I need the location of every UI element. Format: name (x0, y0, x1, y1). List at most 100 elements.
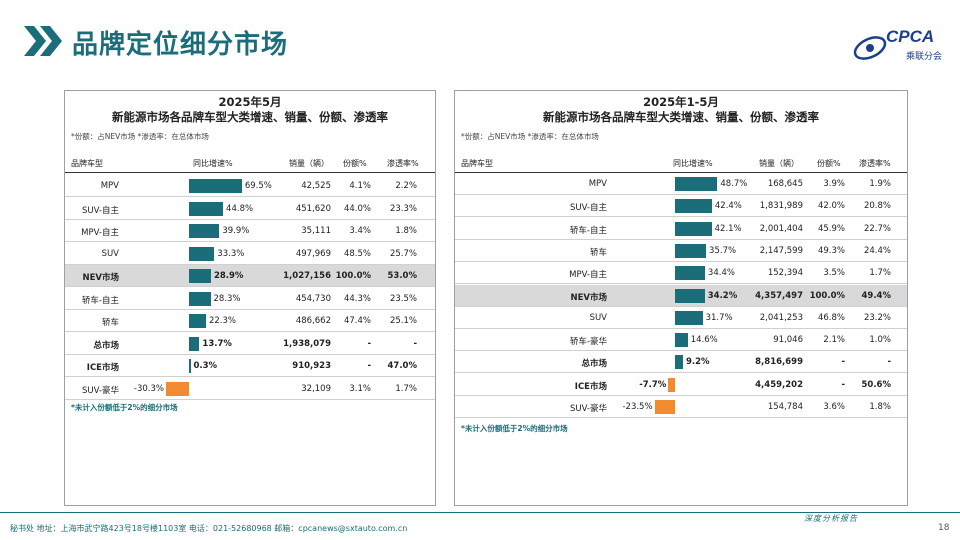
share-value: 100.0% (335, 271, 371, 281)
panel-title: 2025年1-5月 新能源市场各品牌车型大类增速、销量、份额、渗透率 (455, 95, 907, 125)
growth-label: -30.3% (133, 383, 164, 394)
header-growth: 同比增速% (193, 159, 233, 168)
sales-value: 451,620 (295, 203, 331, 214)
header-growth: 同比增速% (673, 159, 713, 168)
share-value: 4.1% (349, 181, 371, 191)
table-row: MPV-自主 39.9% 35,111 3.4% 1.8% (65, 220, 435, 242)
logo-swoosh-icon (853, 36, 887, 60)
row-name: 轿车 (101, 318, 119, 328)
row-name: 轿车-自主 (81, 295, 119, 306)
share-value: 47.4% (343, 316, 371, 326)
share-value: - (841, 357, 845, 368)
header: 品牌定位细分市场 CPCA 乘联分会 (0, 0, 960, 72)
cpca-logo: CPCA 乘联分会 (852, 24, 942, 68)
growth-bar (675, 221, 712, 236)
row-name: MPV-自主 (81, 228, 119, 238)
header-sales: 销量（辆） (289, 159, 329, 168)
table-header: 品牌车型 同比增速% 销量（辆） 份额% 渗透率% (65, 153, 435, 173)
footer-contact: 秘书处 地址：上海市武宁路423号18号楼1103室 电话：021-526809… (10, 524, 408, 533)
table-row: NEV市场 34.2% 4,357,497 100.0% 49.4% (455, 284, 907, 307)
sales-value: 8,816,699 (755, 357, 803, 368)
table-row: SUV-豪华 -23.5% 154,784 3.6% 1.8% (455, 396, 907, 418)
penetration-value: 23.5% (389, 293, 417, 304)
header-penetration: 渗透率% (859, 159, 891, 168)
sales-value: 154,784 (767, 402, 803, 412)
panel-title: 2025年5月 新能源市场各品牌车型大类增速、销量、份额、渗透率 (65, 95, 435, 125)
share-value: - (841, 379, 845, 390)
header-name: 品牌车型 (71, 159, 103, 168)
sales-value: 91,046 (773, 335, 803, 346)
share-value: 100.0% (809, 290, 845, 301)
logo-text: CPCA (886, 27, 935, 46)
footnote: *未计入份额低于2%的细分市场 (461, 424, 568, 433)
growth-label: 42.4% (714, 201, 742, 212)
penetration-value: 2.2% (395, 181, 417, 191)
panel-note: *份额：占NEV市场 *渗透率：在总体市场 (71, 132, 209, 141)
page-number: 18 (938, 523, 950, 533)
share-value: - (367, 361, 371, 371)
table-row: 轿车-自主 28.3% 454,730 44.3% 23.5% (65, 288, 435, 310)
share-value: 44.3% (343, 293, 371, 304)
growth-label: 44.8% (226, 203, 254, 214)
sales-value: 42,525 (301, 181, 331, 191)
penetration-value: 47.0% (387, 361, 418, 371)
growth-bar (189, 314, 206, 328)
growth-bar (675, 199, 712, 214)
table-row: MPV 48.7% 168,645 3.9% 1.9% (455, 173, 907, 195)
penetration-value: 25.7% (389, 248, 417, 259)
table-row: 轿车-豪华 14.6% 91,046 2.1% 1.0% (455, 329, 907, 352)
sales-value: 32,109 (301, 383, 331, 394)
sales-value: 454,730 (295, 293, 331, 304)
growth-label: 34.2% (707, 290, 738, 301)
row-name: 总市场 (93, 340, 119, 351)
share-value: 3.6% (823, 402, 845, 412)
row-name: 轿车 (589, 247, 607, 258)
penetration-value: 20.8% (863, 201, 891, 212)
table-row: 总市场 13.7% 1,938,079 - - (65, 333, 435, 355)
sales-value: 35,111 (301, 226, 331, 236)
table-row: SUV 33.3% 497,969 48.5% 25.7% (65, 243, 435, 265)
growth-bar (189, 201, 224, 216)
penetration-value: - (413, 338, 417, 349)
row-name: MPV (100, 181, 119, 191)
growth-bar (165, 381, 189, 396)
row-name: SUV (589, 312, 607, 323)
sales-value: 1,938,079 (283, 338, 331, 349)
row-name: ICE市场 (86, 363, 119, 373)
penetration-value: 50.6% (861, 379, 892, 390)
panel-title-line2: 新能源市场各品牌车型大类增速、销量、份额、渗透率 (543, 110, 819, 124)
growth-label: 35.7% (709, 245, 737, 256)
growth-label: 48.7% (720, 179, 748, 189)
row-name: 轿车-豪华 (569, 337, 607, 348)
share-value: 46.8% (817, 312, 845, 323)
row-name: SUV (101, 248, 119, 259)
row-name: MPV-自主 (569, 270, 607, 281)
growth-bar (675, 243, 707, 258)
footnote: *未计入份额低于2%的细分市场 (71, 403, 178, 412)
growth-bar (189, 291, 211, 306)
page-title: 品牌定位细分市场 (72, 30, 289, 60)
left-table-panel: 2025年5月 新能源市场各品牌车型大类增速、销量、份额、渗透率 *份额：占NE… (64, 90, 436, 506)
penetration-value: 1.8% (869, 402, 891, 412)
panel-title-line2: 新能源市场各品牌车型大类增速、销量、份额、渗透率 (112, 110, 388, 124)
table-row: NEV市场 28.9% 1,027,156 100.0% 53.0% (65, 265, 435, 287)
footer-divider (0, 512, 960, 513)
sales-value: 486,662 (295, 316, 331, 326)
share-value: 49.3% (817, 245, 845, 256)
row-name: SUV-豪华 (569, 404, 607, 414)
table-row: SUV-自主 42.4% 1,831,989 42.0% 20.8% (455, 195, 907, 218)
growth-label: 9.2% (686, 357, 710, 368)
sales-value: 1,831,989 (759, 201, 803, 212)
penetration-value: 1.7% (395, 383, 417, 394)
sales-value: 497,969 (295, 248, 331, 259)
growth-bar (675, 333, 688, 348)
header-penetration: 渗透率% (387, 159, 419, 168)
table-row: MPV-自主 34.4% 152,394 3.5% 1.7% (455, 262, 907, 285)
table-row: ICE市场 0.3% 910,923 - 47.0% (65, 355, 435, 377)
share-value: 48.5% (343, 248, 371, 259)
penetration-value: 25.1% (389, 316, 417, 326)
growth-label: 14.6% (690, 335, 718, 346)
panel-note: *份额：占NEV市场 *渗透率：在总体市场 (461, 132, 599, 141)
growth-bar (189, 246, 215, 261)
table-row: 轿车-自主 42.1% 2,001,404 45.9% 22.7% (455, 218, 907, 240)
